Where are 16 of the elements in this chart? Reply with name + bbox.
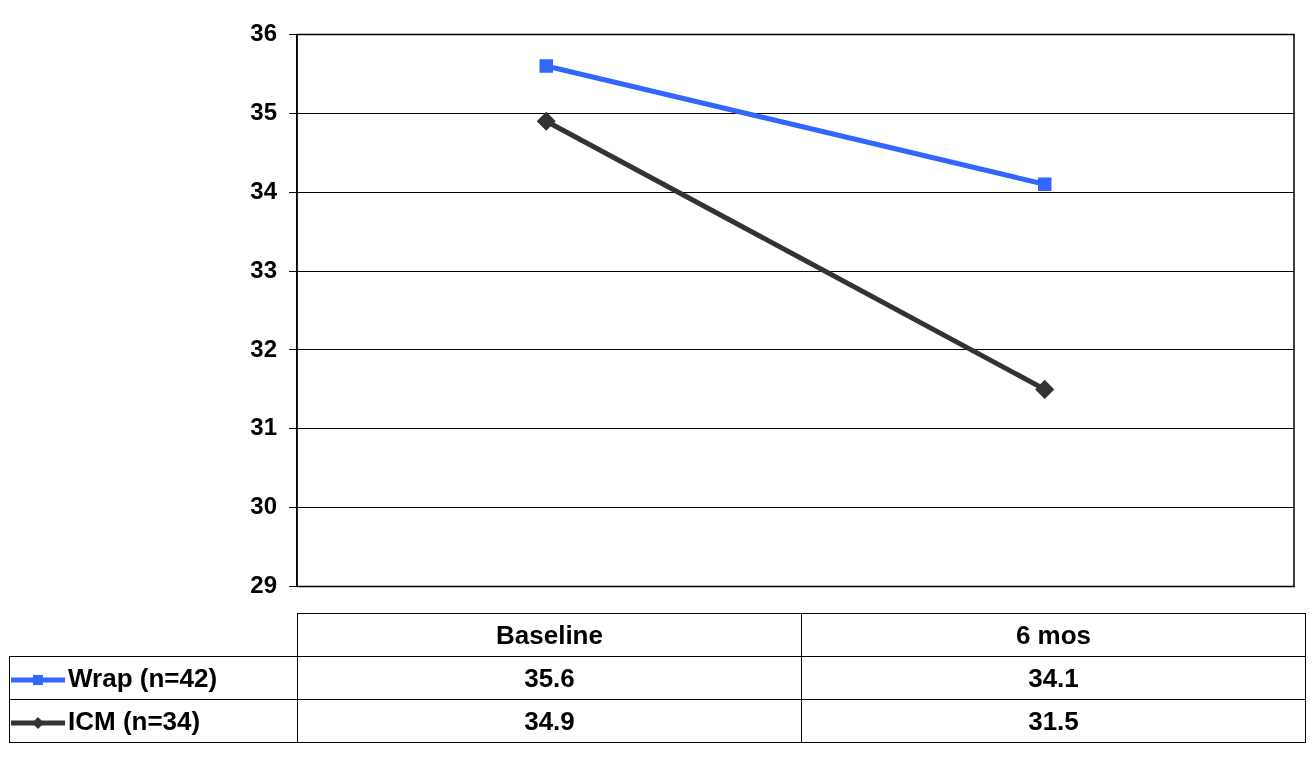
data-label: 35.6 [297, 656, 802, 700]
data-label: 34.9 [297, 699, 802, 743]
y-tick-label: 34 [250, 176, 278, 204]
y-tick-label: 29 [250, 571, 277, 599]
data-label: 34.1 [801, 656, 1306, 700]
y-tick-label: 32 [250, 334, 277, 362]
data-label: 31.5 [801, 699, 1306, 743]
x-tick-label: Baseline [297, 613, 802, 657]
legend-label: Wrap (n=42) [68, 662, 218, 693]
y-tick-label: 33 [250, 255, 277, 283]
x-tick-label: 6 mos [801, 613, 1306, 657]
y-tick-label: 36 [250, 19, 277, 47]
y-tick-label: 35 [250, 97, 277, 125]
legend-label: ICM (n=34) [68, 705, 201, 736]
y-tick-label: 31 [250, 413, 277, 441]
y-tick-label: 30 [250, 492, 277, 520]
